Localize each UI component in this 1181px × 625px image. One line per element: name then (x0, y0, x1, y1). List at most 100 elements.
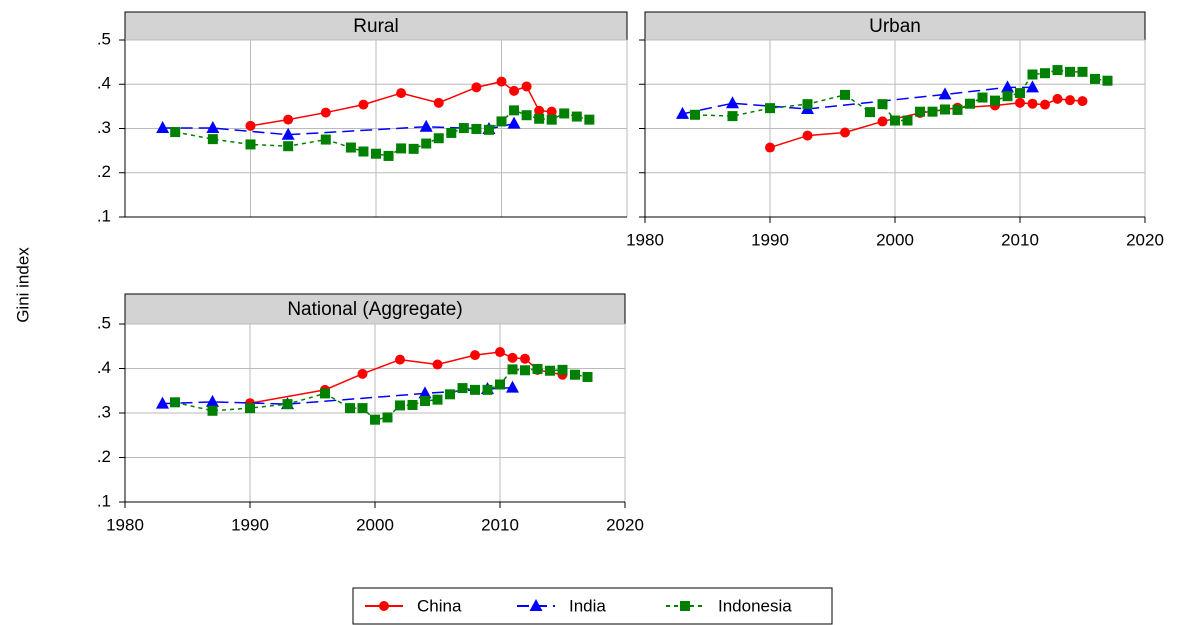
data-point (457, 383, 468, 394)
data-point (170, 127, 181, 138)
data-point (370, 414, 380, 425)
data-point (357, 368, 368, 379)
data-point (520, 353, 530, 364)
data-point (496, 76, 507, 87)
legend-label: Indonesia (718, 596, 792, 615)
data-point (546, 114, 557, 125)
data-point (877, 99, 888, 110)
data-point (582, 371, 593, 382)
panel-title: Urban (869, 16, 921, 37)
data-point (927, 106, 938, 117)
x-tick-label: 1990 (231, 515, 269, 534)
x-tick-label: 2020 (1126, 230, 1164, 249)
data-point (458, 123, 469, 134)
data-point (245, 403, 255, 414)
legend-marker (379, 601, 389, 611)
data-point (990, 95, 1000, 106)
data-point (495, 347, 505, 358)
strip (644, 11, 1146, 41)
x-tick-label: 2020 (606, 515, 644, 534)
data-point (1077, 66, 1088, 77)
panel-title: Rural (353, 16, 398, 37)
data-point (765, 142, 775, 153)
data-point (470, 350, 480, 361)
data-point (902, 115, 913, 126)
data-point (282, 399, 293, 410)
data-point (1040, 68, 1050, 79)
data-point (371, 148, 381, 159)
x-tick-label: 2010 (481, 515, 519, 534)
data-point (420, 395, 430, 406)
data-point (408, 143, 419, 154)
data-point (206, 394, 219, 407)
data-point (432, 394, 443, 405)
data-point (802, 130, 813, 141)
data-point (357, 403, 368, 414)
data-point (1102, 75, 1113, 86)
data-point (396, 143, 407, 154)
data-point (1040, 99, 1050, 110)
data-point (532, 363, 543, 374)
data-point (520, 365, 530, 376)
data-point (358, 146, 369, 157)
data-point (726, 96, 739, 109)
data-point (320, 388, 330, 399)
data-point (396, 88, 407, 99)
y-tick-label: .4 (97, 74, 111, 93)
data-point (545, 365, 555, 376)
legend-marker (680, 601, 690, 611)
data-point (890, 115, 900, 126)
legend-box (352, 587, 833, 625)
y-tick-label: .1 (97, 491, 111, 510)
data-point (382, 412, 393, 423)
data-point (206, 121, 220, 134)
data-point (495, 379, 505, 390)
data-point (840, 89, 850, 100)
data-point (345, 403, 355, 414)
data-point (207, 134, 218, 145)
y-axis-label: Gini index (13, 247, 32, 323)
y-tick-label: .5 (97, 313, 111, 332)
data-point (509, 85, 520, 96)
y-tick-label: .5 (97, 29, 111, 48)
data-point (507, 116, 521, 129)
data-point (509, 105, 520, 116)
data-point (156, 121, 170, 134)
data-point (1027, 69, 1038, 80)
data-point (865, 107, 875, 118)
data-point (320, 134, 331, 145)
data-point (1015, 88, 1025, 99)
data-point (1065, 66, 1075, 77)
data-point (546, 106, 557, 117)
data-point (395, 400, 405, 411)
data-point (245, 139, 256, 150)
data-point (507, 364, 518, 375)
data-point (432, 359, 443, 370)
strip (124, 11, 628, 41)
data-point (1015, 97, 1025, 108)
data-point (727, 111, 738, 122)
data-point (245, 120, 256, 131)
data-point (496, 116, 507, 127)
y-tick-label: .4 (97, 358, 111, 377)
data-point (534, 113, 545, 124)
data-point (940, 104, 950, 115)
data-point (938, 87, 952, 100)
data-point (507, 352, 518, 363)
data-point (1077, 96, 1088, 107)
legend-label: India (569, 596, 606, 615)
legend-label: China (417, 596, 462, 615)
data-point (521, 81, 532, 92)
data-point (156, 396, 169, 409)
y-tick-label: .2 (97, 162, 111, 181)
y-tick-label: .3 (97, 118, 111, 137)
data-point (965, 98, 975, 109)
data-point (1027, 98, 1038, 109)
data-point (345, 142, 356, 153)
data-point (281, 127, 295, 140)
data-point (446, 127, 457, 138)
data-point (570, 369, 580, 380)
data-point (407, 399, 418, 410)
data-point (418, 386, 432, 399)
